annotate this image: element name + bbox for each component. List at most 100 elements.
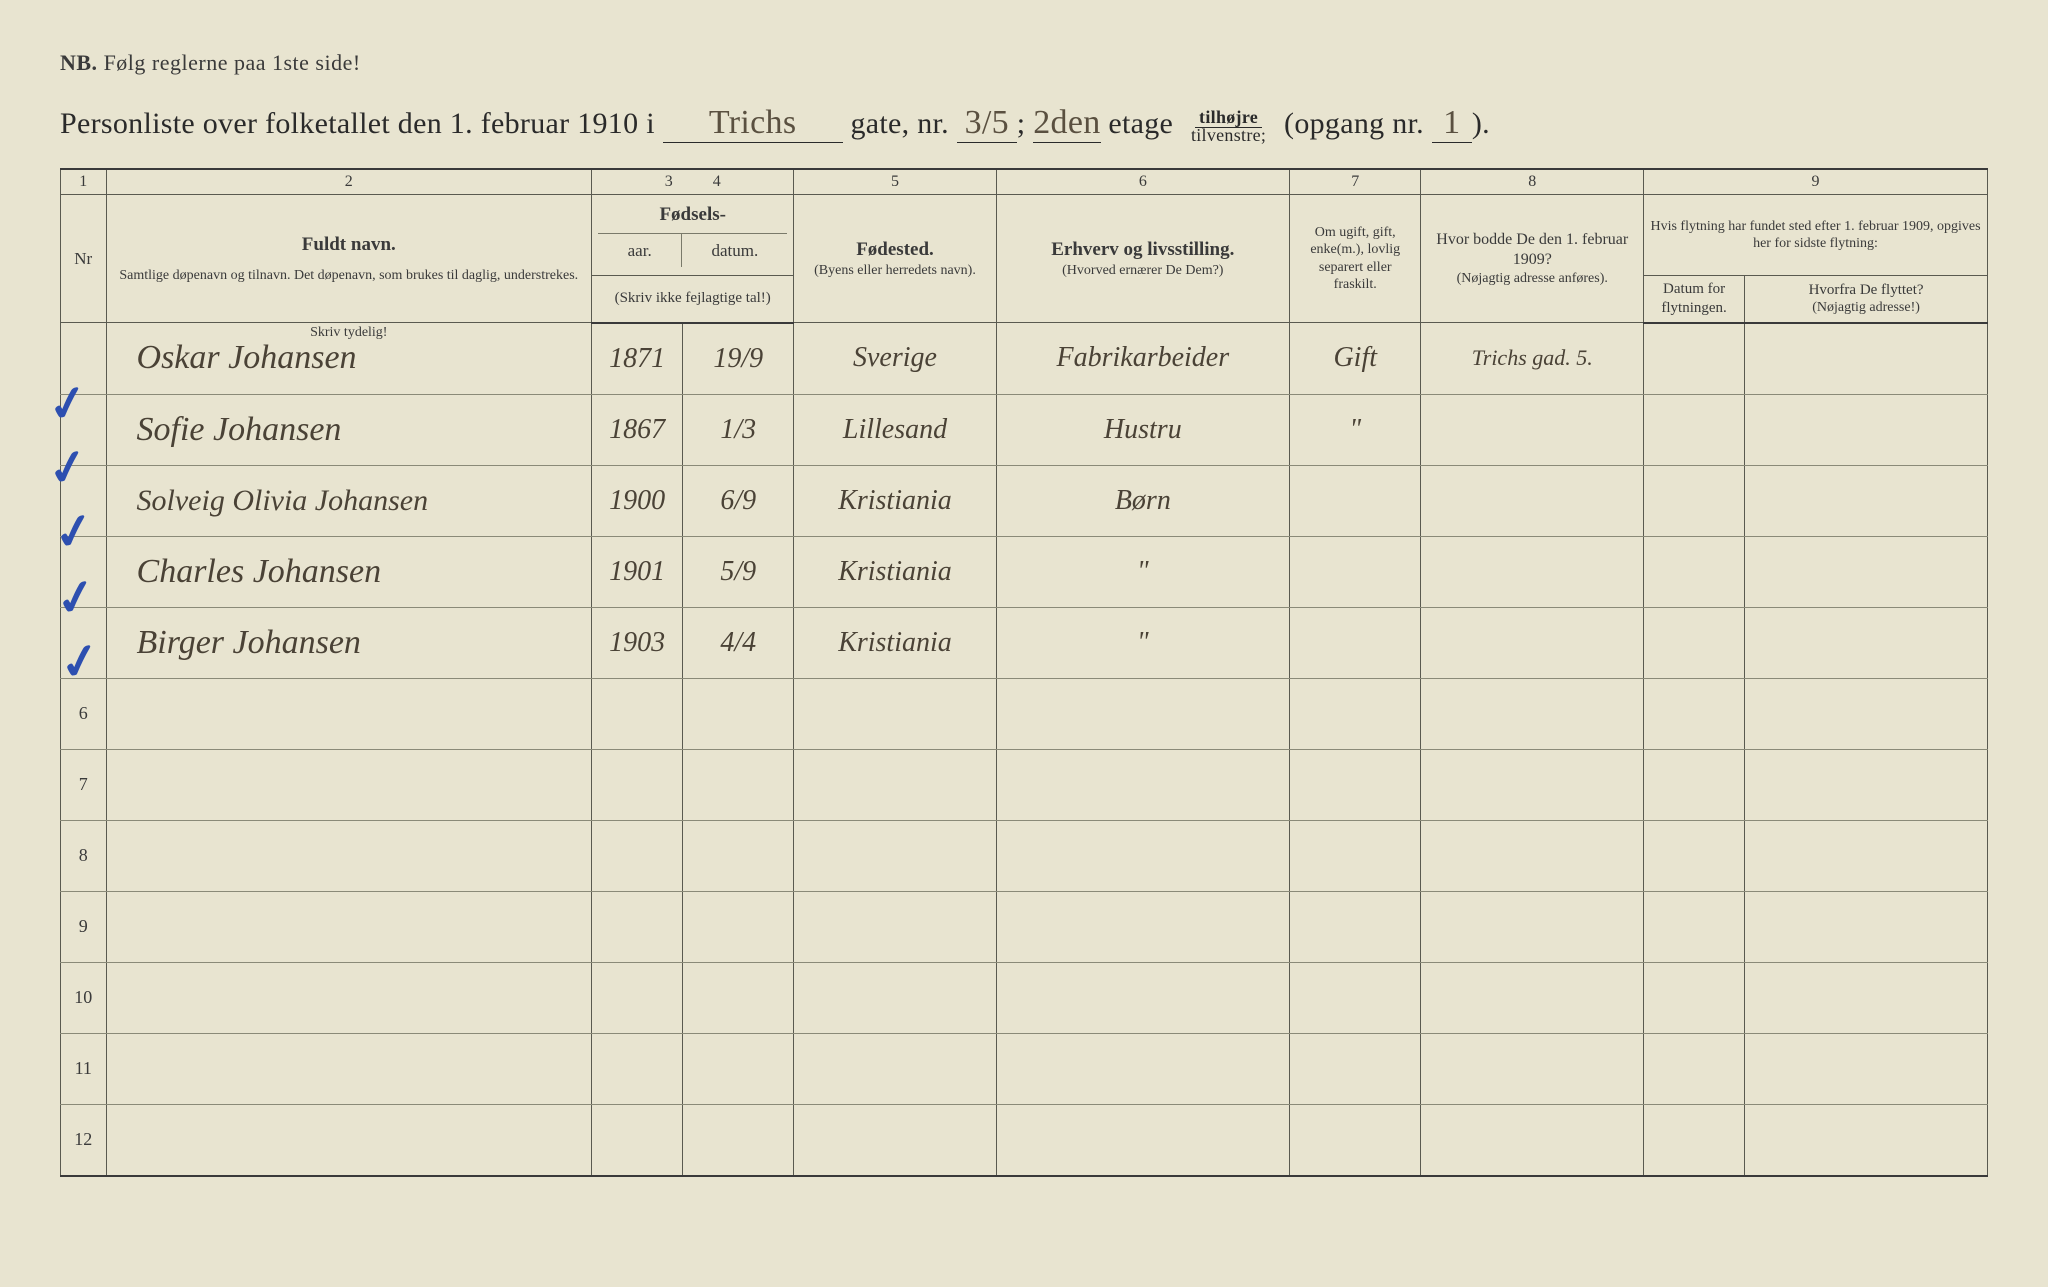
cell-date	[683, 891, 794, 962]
colnum-9: 9	[1644, 170, 1988, 195]
cell-name: Solveig Olivia Johansen	[106, 465, 592, 536]
cell-addr	[1421, 749, 1644, 820]
cell-addr	[1421, 678, 1644, 749]
cell-move-from	[1745, 678, 1988, 749]
cell-place: Kristiania	[794, 465, 996, 536]
hdr-birth: Fødsels- aar. datum.	[592, 195, 794, 276]
cell-addr	[1421, 607, 1644, 678]
cell-date: 6/9	[683, 465, 794, 536]
cell-move-date	[1644, 820, 1745, 891]
table-row: 12	[61, 1104, 1988, 1175]
cell-date	[683, 1104, 794, 1175]
cell-nr: 9	[61, 891, 107, 962]
cell-name: Charles Johansen	[106, 536, 592, 607]
census-page: NB. Følg reglerne paa 1ste side! Personl…	[0, 0, 2048, 1287]
cell-date: 19/9	[683, 323, 794, 395]
cell-nr: 10	[61, 962, 107, 1033]
cell-year: 1871	[592, 323, 683, 395]
cell-place	[794, 749, 996, 820]
cell-move-from	[1745, 323, 1988, 395]
cell-status	[1289, 1104, 1421, 1175]
colnum-2: 2	[106, 170, 592, 195]
cell-year	[592, 678, 683, 749]
table-wrap: 1 2 3 4 5 6 7 8 9 Nr Fuldt navn. Samtlig…	[60, 168, 1988, 1177]
cell-addr	[1421, 1104, 1644, 1175]
hdr-year: aar.	[598, 234, 682, 267]
cell-move-date	[1644, 891, 1745, 962]
frac-bot: tilvenstre;	[1187, 125, 1270, 145]
cell-move-date	[1644, 465, 1745, 536]
gate-label: gate, nr.	[850, 107, 949, 140]
cell-move-from	[1745, 1104, 1988, 1175]
cell-occ: "	[996, 536, 1289, 607]
hdr-occ-title: Erhverv og livsstilling.	[1003, 238, 1283, 262]
cell-place	[794, 1104, 996, 1175]
hdr-occ-sub: (Hvorved ernærer De Dem?)	[1003, 262, 1283, 280]
hdr-place: Fødested. (Byens eller herredets navn).	[794, 195, 996, 323]
column-number-row: 1 2 3 4 5 6 7 8 9	[61, 170, 1988, 195]
cell-move-date	[1644, 962, 1745, 1033]
cell-status	[1289, 1033, 1421, 1104]
header-main-row: Nr Fuldt navn. Samtlige døpenavn og tiln…	[61, 195, 1988, 276]
cell-name	[106, 1033, 592, 1104]
cell-occ: "	[996, 607, 1289, 678]
nb-prefix: NB.	[60, 50, 98, 75]
name-text: Oskar Johansen	[137, 339, 357, 376]
cell-status: Gift	[1289, 323, 1421, 395]
colnum-6: 6	[996, 170, 1289, 195]
cell-move-date	[1644, 678, 1745, 749]
table-row: 10	[61, 962, 1988, 1033]
hdr-birth-title: Fødsels-	[598, 203, 787, 227]
hdr-move-date: Datum for flytningen.	[1644, 276, 1745, 323]
cell-year: 1900	[592, 465, 683, 536]
cell-name	[106, 962, 592, 1033]
cell-place: Kristiania	[794, 536, 996, 607]
cell-move-from	[1745, 891, 1988, 962]
cell-move-date	[1644, 536, 1745, 607]
cell-year	[592, 891, 683, 962]
cell-addr	[1421, 536, 1644, 607]
cell-move-date	[1644, 323, 1745, 395]
cell-year: 1903	[592, 607, 683, 678]
cell-name	[106, 749, 592, 820]
cell-date: 4/4	[683, 607, 794, 678]
cell-status	[1289, 465, 1421, 536]
side-fraction: tilhøjre tilvenstre;	[1187, 108, 1270, 144]
cell-addr: Trichs gad. 5.	[1421, 323, 1644, 395]
cell-status	[1289, 962, 1421, 1033]
colnum-8: 8	[1421, 170, 1644, 195]
cell-move-from	[1745, 749, 1988, 820]
colnum-34: 3 4	[592, 170, 794, 195]
cell-name	[106, 1104, 592, 1175]
cell-year	[592, 749, 683, 820]
cell-status	[1289, 749, 1421, 820]
opgang-label: (opgang nr.	[1284, 107, 1424, 140]
cell-addr	[1421, 962, 1644, 1033]
cell-move-from	[1745, 820, 1988, 891]
cell-date: 5/9	[683, 536, 794, 607]
cell-status: "	[1289, 394, 1421, 465]
hdr-addr: Hvor bodde De den 1. februar 1909? (Nøja…	[1421, 195, 1644, 323]
cell-occ	[996, 891, 1289, 962]
cell-move-date	[1644, 1104, 1745, 1175]
gate-nr: 3/5	[957, 104, 1017, 143]
hdr-name: Fuldt navn. Samtlige døpenavn og tilnavn…	[106, 195, 592, 323]
cell-place	[794, 1033, 996, 1104]
table-row: Solveig Olivia Johansen 1900 6/9 Kristia…	[61, 465, 1988, 536]
hdr-date: datum.	[682, 234, 787, 267]
hdr-move-from-title: Hvorfra De flyttet?	[1751, 281, 1981, 300]
cell-status	[1289, 678, 1421, 749]
cell-occ	[996, 1033, 1289, 1104]
cell-name: Birger Johansen	[106, 607, 592, 678]
cell-year: 1867	[592, 394, 683, 465]
cell-place	[794, 891, 996, 962]
cell-date	[683, 749, 794, 820]
hdr-addr-sub: (Nøjagtig adresse anføres).	[1427, 270, 1637, 288]
table-row: 11	[61, 1033, 1988, 1104]
colnum-7: 7	[1289, 170, 1421, 195]
cell-year	[592, 1033, 683, 1104]
table-row: 8	[61, 820, 1988, 891]
cell-status	[1289, 891, 1421, 962]
census-table: 1 2 3 4 5 6 7 8 9 Nr Fuldt navn. Samtlig…	[60, 170, 1988, 1175]
cell-occ	[996, 820, 1289, 891]
